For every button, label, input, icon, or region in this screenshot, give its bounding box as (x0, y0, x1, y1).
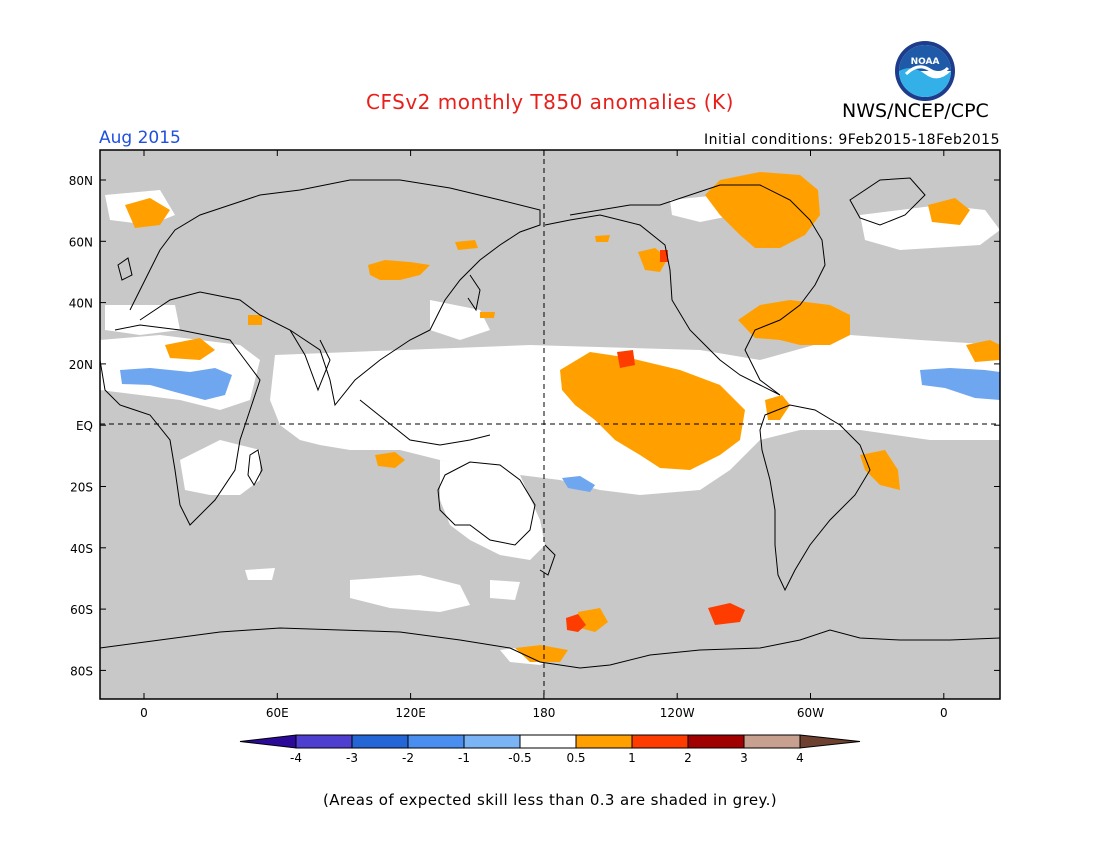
lon-label: 120E (395, 706, 426, 720)
org-label: NWS/NCEP/CPC (842, 100, 989, 122)
colorbar-label: -0.5 (508, 751, 531, 765)
grid-lines (100, 150, 1000, 699)
lat-label: 80N (69, 174, 93, 188)
forecast-period: Aug 2015 (99, 128, 181, 148)
colorbar-label: 1 (628, 751, 636, 765)
lat-label: 40S (70, 542, 93, 556)
lon-label: 60W (797, 706, 824, 720)
lat-label: 80S (70, 664, 93, 678)
colorbar-swatch (351, 734, 409, 749)
colorbar-arrow-right (799, 734, 861, 749)
blue-anomaly-regions (120, 368, 1000, 492)
map-title: CFSv2 monthly T850 anomalies (K) (366, 90, 734, 114)
lat-label: 60N (69, 235, 93, 249)
colorbar-label: -2 (402, 751, 414, 765)
colorbar-label: -3 (346, 751, 358, 765)
lon-ticks: 0 60E 120E 180 120W 60W 0 (140, 150, 948, 720)
lat-ticks: 80N 60N 40N 20N EQ 20S 40S 60S 80S (69, 174, 1000, 678)
lat-label: 40N (69, 297, 93, 311)
lat-label: EQ (76, 419, 93, 433)
colorbar-label: -4 (290, 751, 302, 765)
lon-label: 0 (140, 706, 148, 720)
orange-anomaly-regions (125, 172, 1000, 662)
lon-label: 120W (660, 706, 695, 720)
colorbar-arrow-left (239, 734, 297, 749)
colorbar-swatch (295, 734, 353, 749)
white-regions (100, 190, 1000, 665)
colorbar-label: -1 (458, 751, 470, 765)
skill-footnote: (Areas of expected skill less than 0.3 a… (322, 791, 778, 809)
logo-text: NOAA (911, 57, 940, 67)
initial-conditions: Initial conditions: 9Feb2015-18Feb2015 (704, 132, 1000, 148)
colorbar-swatch (631, 734, 689, 749)
colorbar-swatch (687, 734, 745, 749)
colorbar-label: 0.5 (566, 751, 585, 765)
colorbar-label: 4 (796, 751, 804, 765)
lon-label: 60E (266, 706, 289, 720)
lat-label: 60S (70, 603, 93, 617)
lon-label: 0 (940, 706, 948, 720)
map-frame (99, 149, 1001, 700)
skill-mask-grey (100, 150, 1000, 699)
colorbar-swatch (463, 734, 521, 749)
lat-label: 20N (69, 358, 93, 372)
colorbar-swatch (519, 734, 577, 749)
colorbar-swatch (743, 734, 801, 749)
lat-label: 20S (70, 481, 93, 495)
colorbar-swatch (407, 734, 465, 749)
coastlines (99, 177, 1001, 669)
lon-label: 180 (532, 706, 555, 720)
colorbar-label: 2 (684, 751, 692, 765)
noaa-logo: NOAA (895, 41, 955, 101)
colorbar-swatch (575, 734, 633, 749)
red-orange-anomaly-regions (566, 250, 745, 632)
colorbar-label: 3 (740, 751, 748, 765)
